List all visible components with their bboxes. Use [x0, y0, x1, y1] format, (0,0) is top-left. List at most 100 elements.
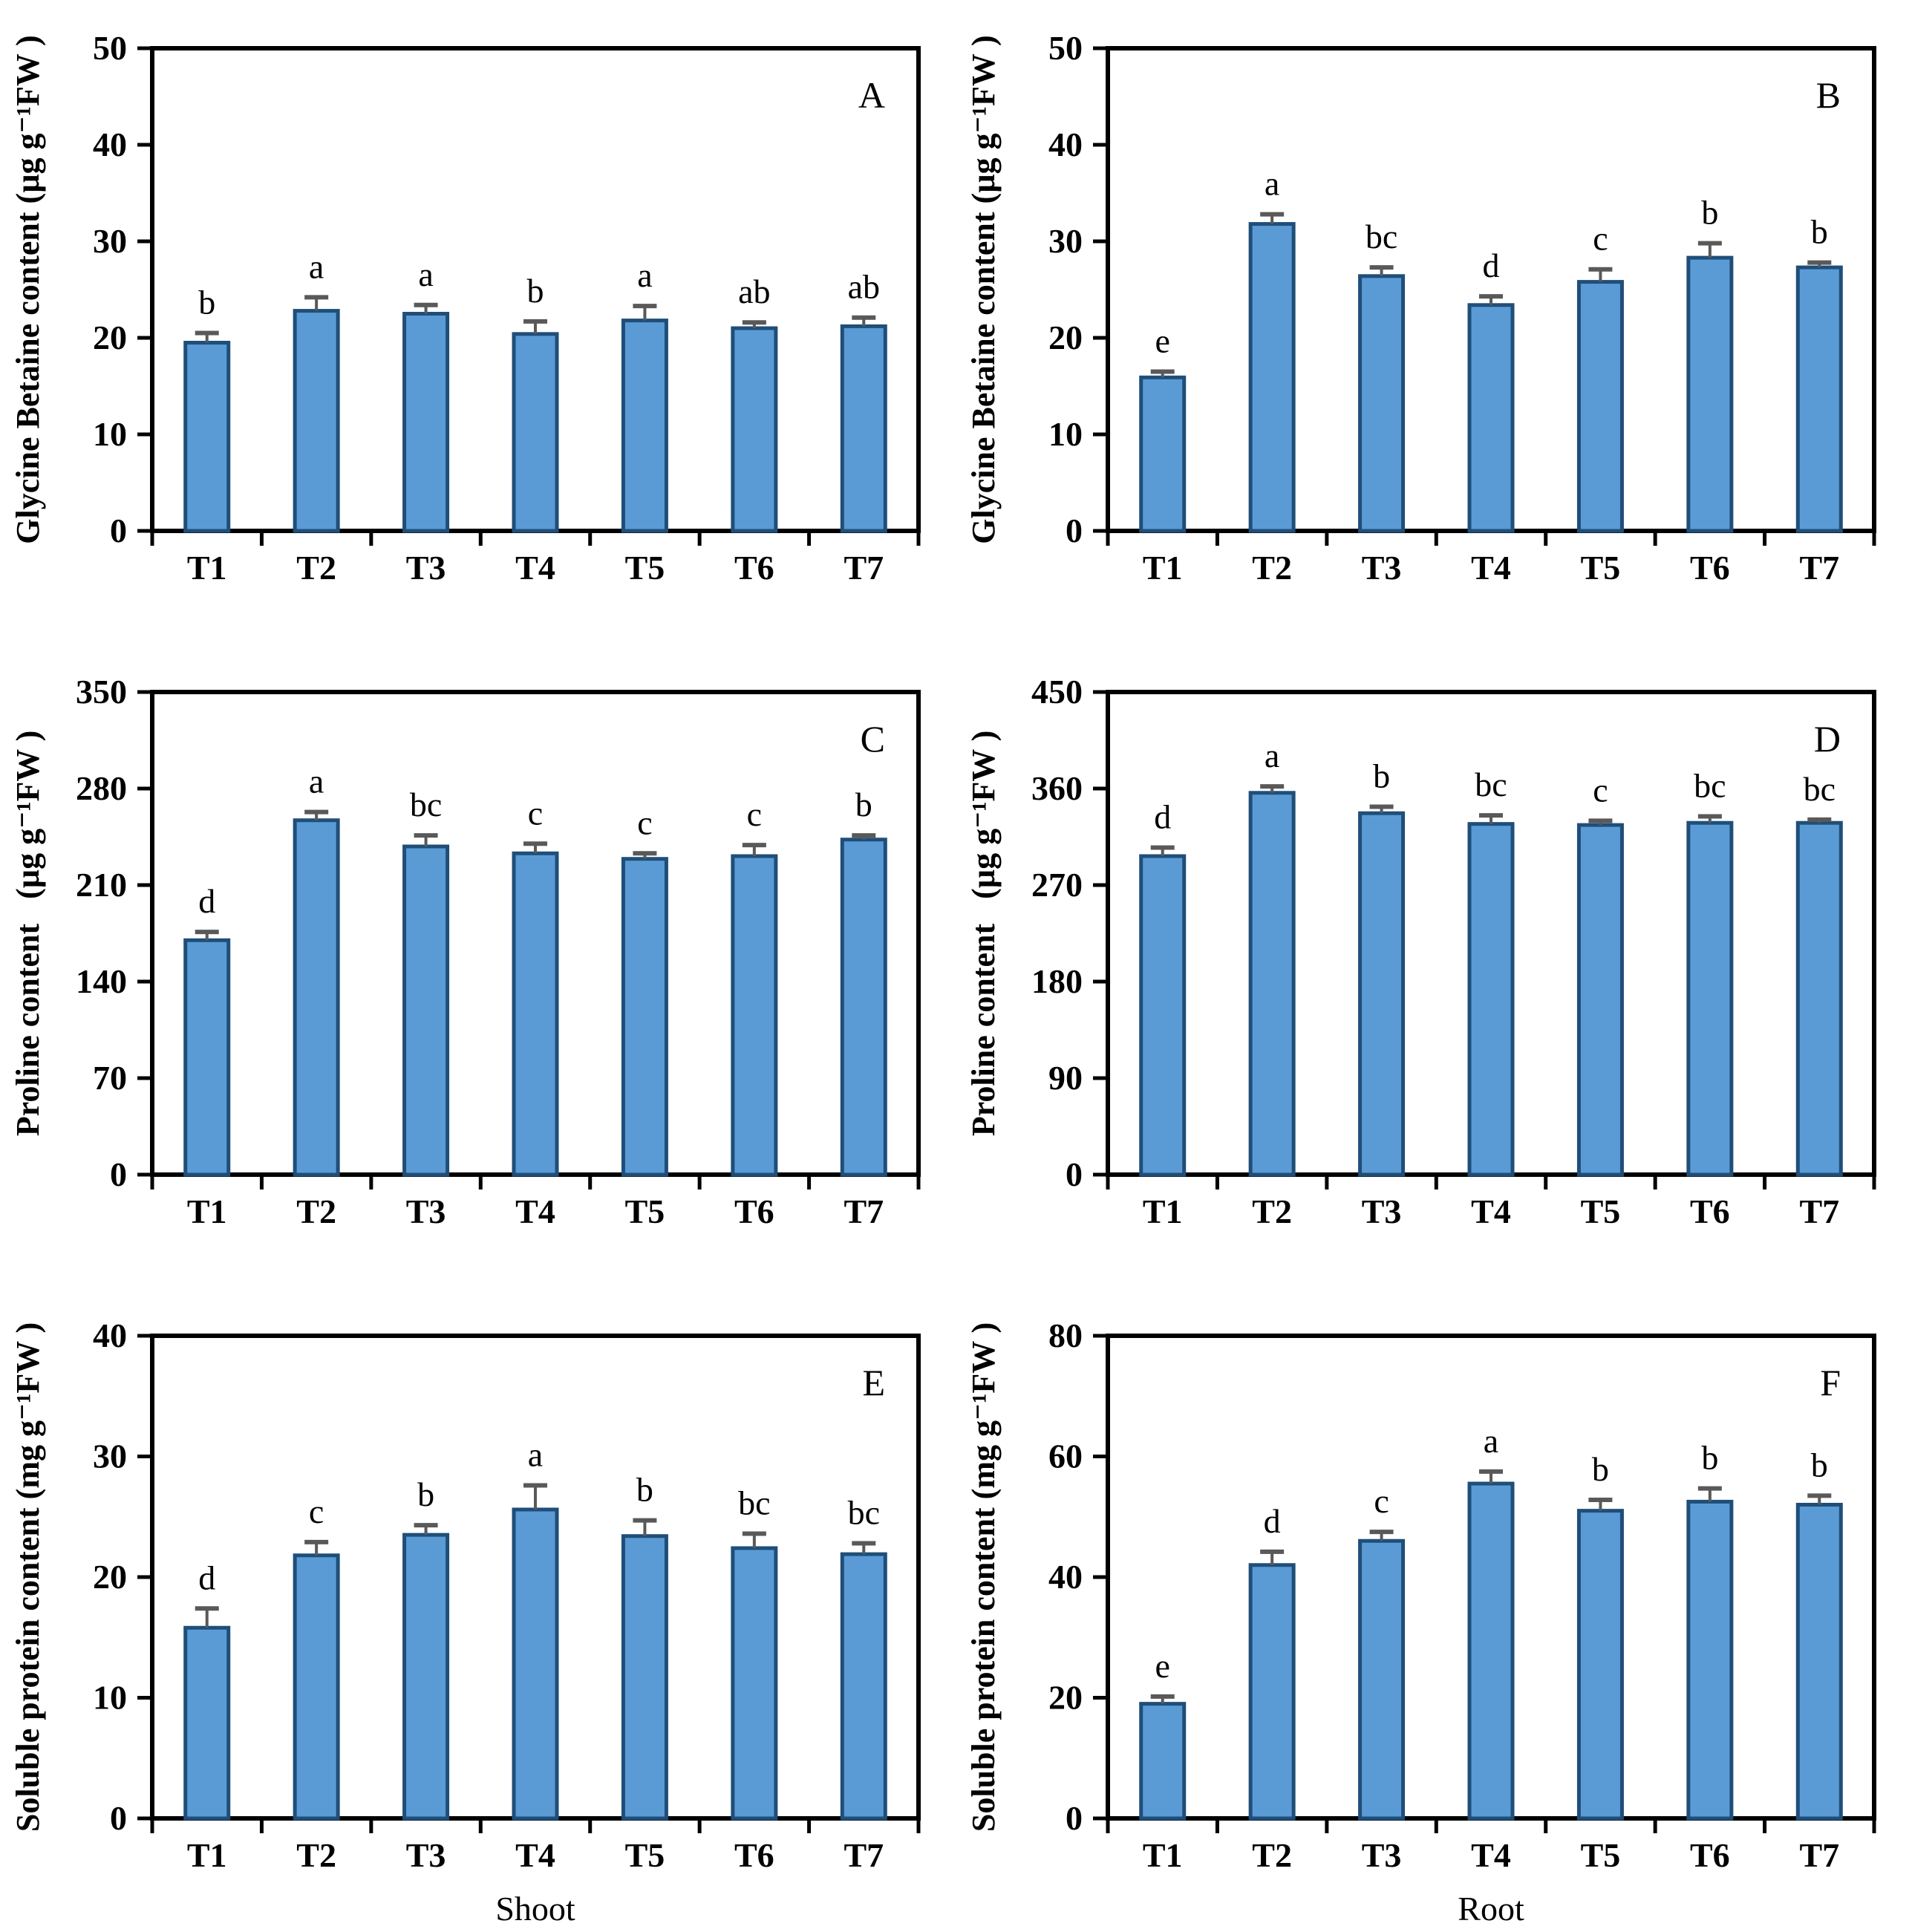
- panel-a: 0 10 20 30 40 50 b T1 a T2 a T3 b T4 a T5 ab T6 ab T7 A Glyci…: [0, 0, 956, 644]
- panel-letter: B: [1816, 74, 1841, 116]
- sig-letter-T7: b: [855, 786, 872, 823]
- bar-T2: [293, 818, 340, 1177]
- x-category-label-T2: T2: [1252, 1192, 1292, 1230]
- sig-letter-T4: a: [1484, 1422, 1498, 1460]
- y-tick-label: 80: [1048, 1316, 1083, 1354]
- sig-letter-T4: a: [528, 1436, 543, 1474]
- x-category-label-T6: T6: [734, 1192, 774, 1230]
- bar-T5: [621, 857, 668, 1177]
- panel-f: 0 20 40 60 80 e T1 d T2 c T3 a T4 b T5 b T6 b T7 F Soluble p…: [956, 1288, 1912, 1932]
- y-axis-title: Glycine Betaine content (µg g⁻¹FW ): [965, 35, 1002, 544]
- x-category-label-T6: T6: [1690, 1192, 1730, 1230]
- bar-T7: [840, 838, 887, 1177]
- panel-letter: D: [1814, 718, 1841, 760]
- sig-letter-T6: b: [1701, 1439, 1718, 1477]
- x-category-label-T7: T7: [844, 1836, 884, 1874]
- sig-letter-T3: b: [1373, 757, 1390, 795]
- x-category-label-T5: T5: [1581, 549, 1621, 587]
- x-category-label-T4: T4: [1471, 1192, 1511, 1230]
- sig-letter-T1: d: [198, 1559, 215, 1596]
- chart-C: 0 70 140 210 280 350 d T1 a T2 bc T3 c T4 c T5 c T6 b T7 C Pr…: [10, 673, 921, 1230]
- x-category-label-T1: T1: [187, 549, 227, 587]
- x-category-label-T3: T3: [406, 1192, 446, 1230]
- bar-T1: [183, 341, 231, 533]
- sig-letter-T6: bc: [738, 1484, 770, 1522]
- x-category-label-T6: T6: [734, 549, 774, 587]
- y-tick-label: 0: [110, 512, 127, 549]
- bar-T7: [1795, 820, 1843, 1177]
- y-tick-label: 140: [76, 962, 127, 1000]
- x-category-label-T2: T2: [296, 549, 336, 587]
- bar-T4: [1467, 303, 1515, 533]
- panel-letter: F: [1820, 1362, 1841, 1403]
- y-tick-label: 20: [1048, 1679, 1083, 1717]
- bar-T5: [1576, 823, 1624, 1177]
- x-category-label-T3: T3: [1362, 1836, 1402, 1874]
- bar-T2: [1248, 791, 1296, 1177]
- x-category-label-T7: T7: [844, 549, 884, 587]
- sig-letter-T5: c: [1593, 771, 1608, 809]
- y-tick-label: 40: [93, 1316, 127, 1354]
- bar-T2: [293, 309, 340, 533]
- y-tick-label: 40: [1048, 125, 1083, 163]
- bar-T2: [1248, 222, 1296, 533]
- x-category-label-T7: T7: [844, 1192, 884, 1230]
- y-tick-label: 10: [1048, 415, 1083, 453]
- x-category-label-T4: T4: [515, 549, 555, 587]
- chart-A: 0 10 20 30 40 50 b T1 a T2 a T3 b T4 a T5 ab T6 ab T7 A Glyci…: [10, 29, 921, 587]
- bar-T4: [512, 851, 559, 1177]
- bar-T4: [1467, 1481, 1515, 1821]
- chart-E: 0 10 20 30 40 d T1 c T2 b T3 a T4 b T5 bc T6 bc T7 E Soluble…: [10, 1316, 921, 1928]
- sig-letter-T3: b: [417, 1475, 434, 1513]
- x-category-label-T5: T5: [1581, 1836, 1621, 1874]
- sig-letter-T1: b: [198, 284, 215, 322]
- y-tick-label: 210: [76, 866, 127, 904]
- panel-d: 0 90 180 270 360 450 d T1 a T2 b T3 bc T4 c T5 bc T6 bc T7 D…: [956, 644, 1912, 1288]
- bar-T5: [1576, 1509, 1624, 1821]
- sig-letter-T5: c: [1593, 220, 1608, 258]
- panel-b: 0 10 20 30 40 50 e T1 a T2 bc T3 d T4 c T5 b T6 b T7 B Glycin…: [956, 0, 1912, 644]
- bar-T5: [621, 1534, 668, 1821]
- sig-letter-T5: c: [637, 803, 652, 841]
- sig-letter-T1: d: [198, 882, 215, 920]
- y-tick-label: 70: [93, 1059, 127, 1097]
- sig-letter-T6: bc: [1694, 767, 1726, 805]
- x-category-label-T1: T1: [187, 1836, 227, 1874]
- y-axis-title: Soluble protein content (mg g⁻¹FW ): [965, 1322, 1002, 1832]
- panel-letter: C: [861, 718, 885, 760]
- sig-letter-T3: c: [1374, 1482, 1389, 1520]
- sig-letter-T1: d: [1154, 797, 1171, 835]
- bar-T4: [1467, 822, 1515, 1177]
- sig-letter-T4: d: [1483, 247, 1500, 284]
- panel-letter: A: [858, 74, 885, 116]
- x-category-label-T6: T6: [734, 1836, 774, 1874]
- y-axis-title: Proline content (µg g⁻¹FW ): [965, 731, 1002, 1137]
- chart-F: 0 20 40 60 80 e T1 d T2 c T3 a T4 b T5 b T6 b T7 F Soluble p…: [965, 1316, 1876, 1928]
- chart-B: 0 10 20 30 40 50 e T1 a T2 bc T3 d T4 c T5 b T6 b T7 B Glycin…: [965, 29, 1876, 587]
- bar-T7: [840, 1552, 887, 1821]
- sig-letter-T4: c: [528, 794, 543, 832]
- x-category-label-T4: T4: [1471, 549, 1511, 587]
- x-category-label-T1: T1: [1143, 549, 1183, 587]
- sig-letter-T3: bc: [1366, 218, 1397, 255]
- y-tick-label: 30: [1048, 222, 1083, 260]
- bar-T3: [402, 844, 450, 1177]
- x-category-label-T2: T2: [1252, 549, 1292, 587]
- sig-letter-T7: bc: [1804, 770, 1836, 808]
- sig-letter-T6: b: [1701, 194, 1718, 232]
- y-tick-label: 40: [1048, 1558, 1083, 1596]
- x-category-label-T7: T7: [1799, 1192, 1839, 1230]
- sig-letter-T7: ab: [848, 268, 880, 306]
- x-category-label-T5: T5: [625, 1836, 665, 1874]
- y-axis-title: Proline content (µg g⁻¹FW ): [10, 731, 46, 1137]
- y-tick-label: 0: [1066, 512, 1083, 549]
- bar-T6: [731, 326, 778, 533]
- x-category-label-T1: T1: [1143, 1836, 1183, 1874]
- bar-T1: [1139, 1702, 1187, 1821]
- bar-T6: [1686, 820, 1734, 1177]
- panel-c: 0 70 140 210 280 350 d T1 a T2 bc T3 c T4 c T5 c T6 b T7 C Pr…: [0, 644, 956, 1288]
- y-tick-label: 60: [1048, 1437, 1083, 1475]
- y-tick-label: 10: [93, 415, 127, 453]
- sig-letter-T1: e: [1155, 1647, 1170, 1685]
- x-category-label-T7: T7: [1799, 549, 1839, 587]
